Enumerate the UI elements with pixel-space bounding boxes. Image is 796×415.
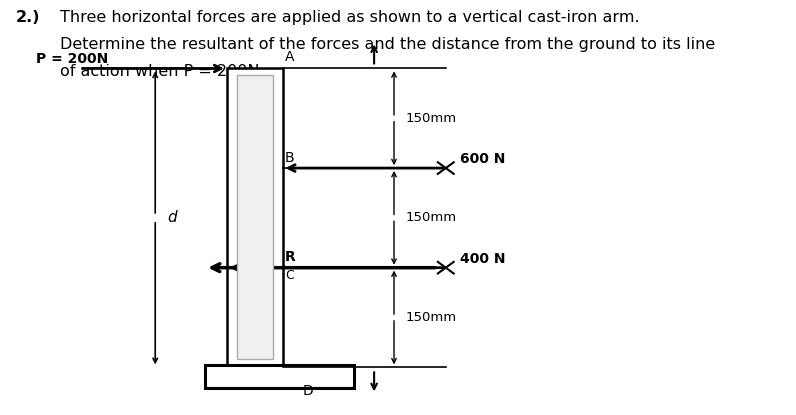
Text: 150mm: 150mm: [406, 112, 457, 125]
Text: C: C: [285, 269, 294, 281]
Text: 150mm: 150mm: [406, 211, 457, 225]
Text: Three horizontal forces are applied as shown to a vertical cast-iron arm.: Three horizontal forces are applied as s…: [60, 10, 639, 25]
Text: 2.): 2.): [16, 10, 41, 25]
Text: B: B: [285, 151, 295, 165]
Text: 600 N: 600 N: [460, 152, 505, 166]
Text: of action when P = 200N.: of action when P = 200N.: [60, 64, 264, 79]
Text: 150mm: 150mm: [406, 311, 457, 324]
Bar: [205, 365, 354, 388]
Bar: [227, 68, 283, 367]
Text: 400 N: 400 N: [460, 251, 505, 266]
Text: Determine the resultant of the forces and the distance from the ground to its li: Determine the resultant of the forces an…: [60, 37, 715, 52]
Text: d: d: [167, 210, 177, 225]
Bar: [237, 75, 273, 359]
Text: P = 200N: P = 200N: [36, 52, 108, 66]
Text: D: D: [302, 384, 314, 398]
Text: A: A: [285, 50, 295, 64]
Text: R: R: [285, 250, 296, 264]
